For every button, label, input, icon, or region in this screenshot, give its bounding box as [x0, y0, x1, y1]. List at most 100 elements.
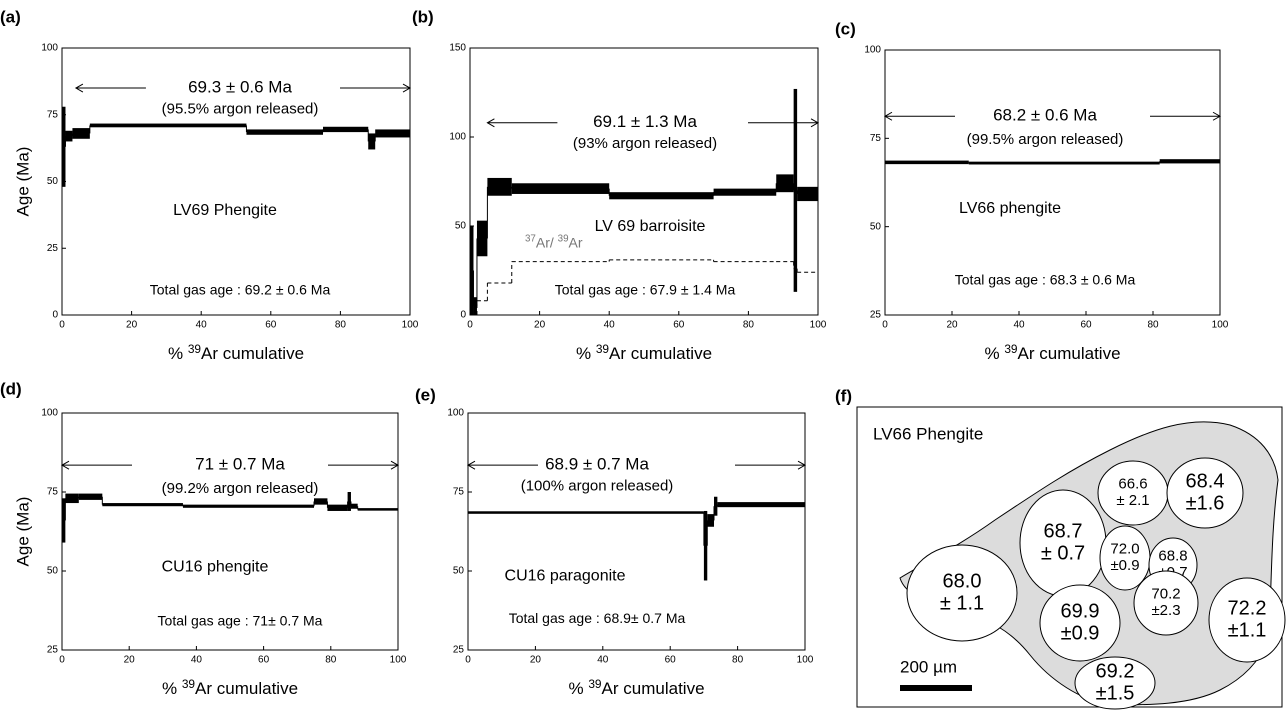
x-tick-label: 40 — [196, 320, 208, 331]
age-step — [65, 130, 73, 142]
y-tick-label: 25 — [47, 243, 59, 254]
spots: 68.0± 1.168.7± 0.766.6± 2.168.4±1.672.0±… — [906, 457, 1286, 710]
age-spectrum: (b) 0 20 40 60 80 100 0 50 100 150 % 39Ar cumulativ… — [412, 7, 827, 363]
map-title: LV66 Phengite — [873, 424, 983, 443]
series-label: 37Ar/ 39Ar — [525, 233, 583, 250]
age-step — [476, 220, 488, 257]
age-step — [368, 133, 376, 150]
y-tick-label: 100 — [447, 408, 464, 419]
age-step — [102, 503, 183, 507]
plateau-arrow — [883, 111, 955, 121]
scale-label: 200 µm — [900, 657, 957, 676]
age-step — [885, 160, 969, 165]
total-gas-age: Total gas age : 67.9 ± 1.4 Ma — [555, 282, 736, 298]
y-tick-label: 25 — [47, 645, 59, 656]
age-step — [357, 508, 398, 511]
y-tick-label: 100 — [449, 132, 466, 143]
age-step — [717, 502, 805, 508]
spot-error: ± 1.1 — [940, 592, 984, 614]
x-tick-label: 0 — [59, 320, 65, 331]
plateau-arrow — [486, 118, 558, 128]
y-tick-label: 0 — [52, 310, 58, 321]
spot-age: 72.0 — [1110, 541, 1139, 558]
y-tick-label: 100 — [41, 43, 58, 54]
y-tick-label: 100 — [41, 408, 58, 419]
age-step — [65, 493, 79, 504]
x-tick-label: 40 — [1013, 320, 1025, 331]
spot-error: ± 0.7 — [1041, 542, 1085, 564]
x-tick-label: 60 — [673, 320, 685, 331]
x-tick-label: 80 — [325, 655, 337, 666]
spot-age: 68.7 — [1044, 520, 1083, 542]
age-step — [487, 177, 512, 196]
age-step — [62, 498, 66, 543]
y-tick-label: 25 — [870, 310, 882, 321]
total-gas-age: Total gas age : 68.9± 0.7 Ma — [509, 610, 686, 626]
y-axis-label: Age (Ma) — [13, 147, 32, 217]
x-tick-label: 0 — [465, 655, 471, 666]
spot-error: ± 2.1 — [1116, 492, 1149, 509]
age-step — [609, 192, 714, 200]
sample-name: CU16 paragonite — [505, 568, 626, 585]
plateau-age: 71 ± 0.7 Ma — [195, 455, 285, 474]
total-gas-age: Total gas age : 68.3 ± 0.6 Ma — [955, 271, 1136, 287]
age-step — [72, 128, 90, 139]
age-step — [314, 498, 328, 505]
age-step — [468, 511, 704, 514]
panel-label: (a) — [0, 7, 21, 26]
x-tick-label: 20 — [124, 655, 136, 666]
x-tick-label: 60 — [665, 655, 677, 666]
y-tick-label: 50 — [455, 221, 467, 232]
spot-age: 68.0 — [943, 570, 982, 592]
plateau-note: (99.5% argon released) — [967, 131, 1124, 148]
spot-error: ±0.9 — [1061, 622, 1100, 644]
y-tick-label: 100 — [864, 45, 881, 56]
age-step — [714, 496, 718, 516]
plateau-note: (99.2% argon released) — [162, 480, 319, 497]
frame — [856, 406, 1283, 708]
plateau-arrow — [735, 460, 807, 470]
age-step — [511, 183, 610, 194]
x-tick-label: 0 — [59, 655, 65, 666]
grain-map: (f) LV66 Phengite 200 µm 68.0± 1.168.7± … — [835, 386, 1286, 710]
y-tick-label: 75 — [47, 487, 59, 498]
x-tick-label: 100 — [390, 655, 407, 666]
age-step — [793, 88, 798, 292]
plateau-age: 69.3 ± 0.6 Ma — [188, 78, 292, 97]
spot-error: ±1.5 — [1096, 682, 1135, 704]
y-tick-label: 75 — [870, 133, 882, 144]
spot-age: 66.6 — [1118, 476, 1147, 493]
x-axis-label: % 39Ar cumulative — [162, 677, 298, 698]
plateau-note: (95.5% argon released) — [162, 100, 319, 117]
x-tick-label: 60 — [1080, 320, 1092, 331]
spot — [1208, 577, 1286, 663]
sample-name: CU16 phengite — [162, 558, 269, 575]
spot-error: ±2.3 — [1151, 602, 1180, 619]
plateau-arrow — [60, 460, 132, 470]
age-step — [350, 503, 358, 509]
age-step — [89, 123, 247, 128]
plateau-age: 68.9 ± 0.7 Ma — [545, 455, 649, 474]
y-tick-label: 50 — [453, 566, 465, 577]
x-axis-label: % 39Ar cumulative — [568, 677, 704, 698]
age-step — [78, 493, 103, 500]
x-tick-label: 60 — [265, 320, 277, 331]
y-tick-label: 75 — [47, 109, 59, 120]
spot — [1074, 656, 1156, 710]
y-tick-label: 50 — [47, 566, 59, 577]
plateau-arrow — [340, 83, 412, 93]
spot-error: ±0.9 — [1110, 557, 1139, 574]
spot-error: ±1.1 — [1228, 619, 1267, 641]
age-step — [470, 226, 474, 315]
age-step — [797, 186, 818, 202]
age-step — [776, 174, 794, 193]
plateau-arrow — [1150, 111, 1222, 121]
panel-label: (d) — [0, 379, 22, 398]
x-tick-label: 80 — [335, 320, 347, 331]
plateau-note: (100% argon released) — [521, 477, 674, 494]
age-step — [246, 129, 323, 135]
plot-frame — [884, 49, 1221, 316]
x-tick-label: 80 — [743, 320, 755, 331]
age-spectrum: (d) 0 20 40 60 80 100 25 50 75 100 % 39Ar cumulativ… — [0, 379, 407, 698]
x-tick-label: 20 — [534, 320, 546, 331]
